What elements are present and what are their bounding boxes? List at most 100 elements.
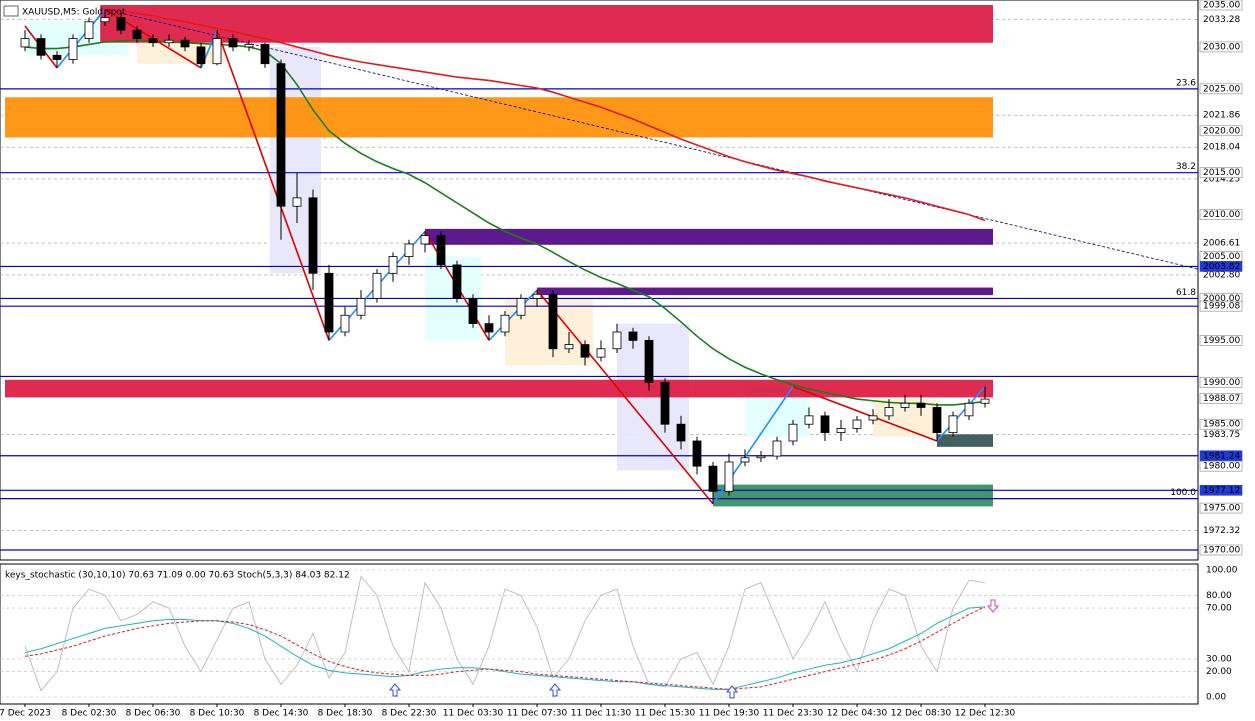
candle-body [580,344,590,358]
price-label: 1977.12 [1203,486,1240,496]
x-tick-label: 8 Dec 02:30 [62,709,117,719]
price-label: 2003.82 [1203,262,1240,272]
price-label-box [1199,450,1243,462]
price-label-box [1199,544,1243,556]
candle-body [724,461,734,492]
zone [5,379,993,398]
x-tick-label: 7 Dec 2023 [0,709,51,719]
candle-body [484,323,494,333]
candle-body [836,428,846,434]
candle-body [436,235,446,266]
candle-body [116,17,126,31]
candle-body [308,197,318,274]
x-tick-label: 11 Dec 11:30 [571,709,632,719]
x-tick-label: 8 Dec 22:30 [382,709,437,719]
price-label: 1985.00 [1203,420,1240,430]
price-label-box [1199,261,1243,272]
candle-body [884,407,894,417]
price-label-box [1199,485,1243,496]
oscillator-line [24,575,986,692]
oscillator-line [24,606,986,690]
symbol-icon [3,5,19,17]
candle-body [564,344,574,350]
price-label: 1995.00 [1203,336,1240,346]
candle-body [740,457,750,463]
candle-body [916,402,926,408]
candle-body [628,331,638,341]
price-label-box [1199,41,1243,53]
price-label-box [1199,125,1243,137]
price-label: 2025.00 [1203,84,1240,94]
zigzag-segment [536,289,714,505]
zone [537,287,993,296]
y-tick-label: 2033.28 [1203,15,1240,25]
price-label: 2015.00 [1203,168,1240,178]
y-tick-label: 1983.75 [1203,430,1240,440]
price-label: 1999.08 [1203,302,1240,312]
y-tick-label: 1972.32 [1203,526,1240,536]
candle-body [900,402,910,408]
candle-body [180,39,190,48]
zone [713,484,993,507]
price-label-box [1199,300,1243,312]
price-label-box [1199,0,1243,11]
candle-body [420,235,430,245]
candle-body [868,415,878,421]
candle-body [84,21,94,39]
chart-title: XAUUSD,M5: Gold spot [22,8,126,18]
candle-body [196,46,206,65]
candle-body [148,38,158,44]
candle-body [820,415,830,434]
y-tick-label: 0.00 [1206,693,1226,703]
candle-body [340,314,350,333]
x-tick-label: 11 Dec 15:30 [635,709,696,719]
price-label-box [1199,335,1243,346]
price-label-box [1199,393,1243,404]
moving-average [104,8,986,222]
candle-body [500,314,510,333]
price-label-box [1199,209,1243,220]
zigzag-segment [56,8,106,69]
buy-arrow [725,685,739,699]
price-label: 1975.00 [1203,504,1240,514]
fib-label: 100.0 [1170,488,1196,498]
candle-body [964,402,974,417]
candle-body [212,38,222,65]
candle-body [276,63,286,207]
candle-body [772,440,782,457]
trend-line [104,8,1198,270]
price-label-box [1199,377,1243,388]
candle-body [468,298,478,325]
price-label: 2020.00 [1203,126,1240,136]
price-label-box [1199,83,1243,95]
y-tick-label: 2018.04 [1203,143,1240,153]
candle-body [164,39,174,44]
y-tick-label: 100.00 [1206,566,1238,576]
x-tick-label: 8 Dec 10:30 [190,709,245,719]
candle-body [132,29,142,39]
zigzag-segment [792,385,938,442]
candle-body [788,423,798,442]
buy-arrow [548,683,562,697]
candle-body [244,44,254,48]
price-label: 2000.00 [1203,294,1240,304]
price-label: 1970.00 [1203,546,1240,556]
candle-body [292,197,302,207]
candle-body [356,298,366,316]
candle-body [692,440,702,467]
candle-body [100,17,110,23]
y-tick-label: 70.00 [1206,604,1232,614]
candle-body [644,339,654,383]
x-tick-label: 11 Dec 23:30 [763,709,824,719]
y-tick-label: 2021.86 [1203,111,1240,121]
candle-body [676,423,686,442]
candle-body [20,38,30,48]
price-label-box [1199,502,1243,514]
candle-body [660,381,670,425]
y-tick-label: 2014.25 [1203,174,1240,184]
x-tick-label: 12 Dec 04:30 [827,709,888,719]
oscillator-line [24,606,986,690]
candle-body [324,272,334,333]
candle-body [36,38,46,56]
